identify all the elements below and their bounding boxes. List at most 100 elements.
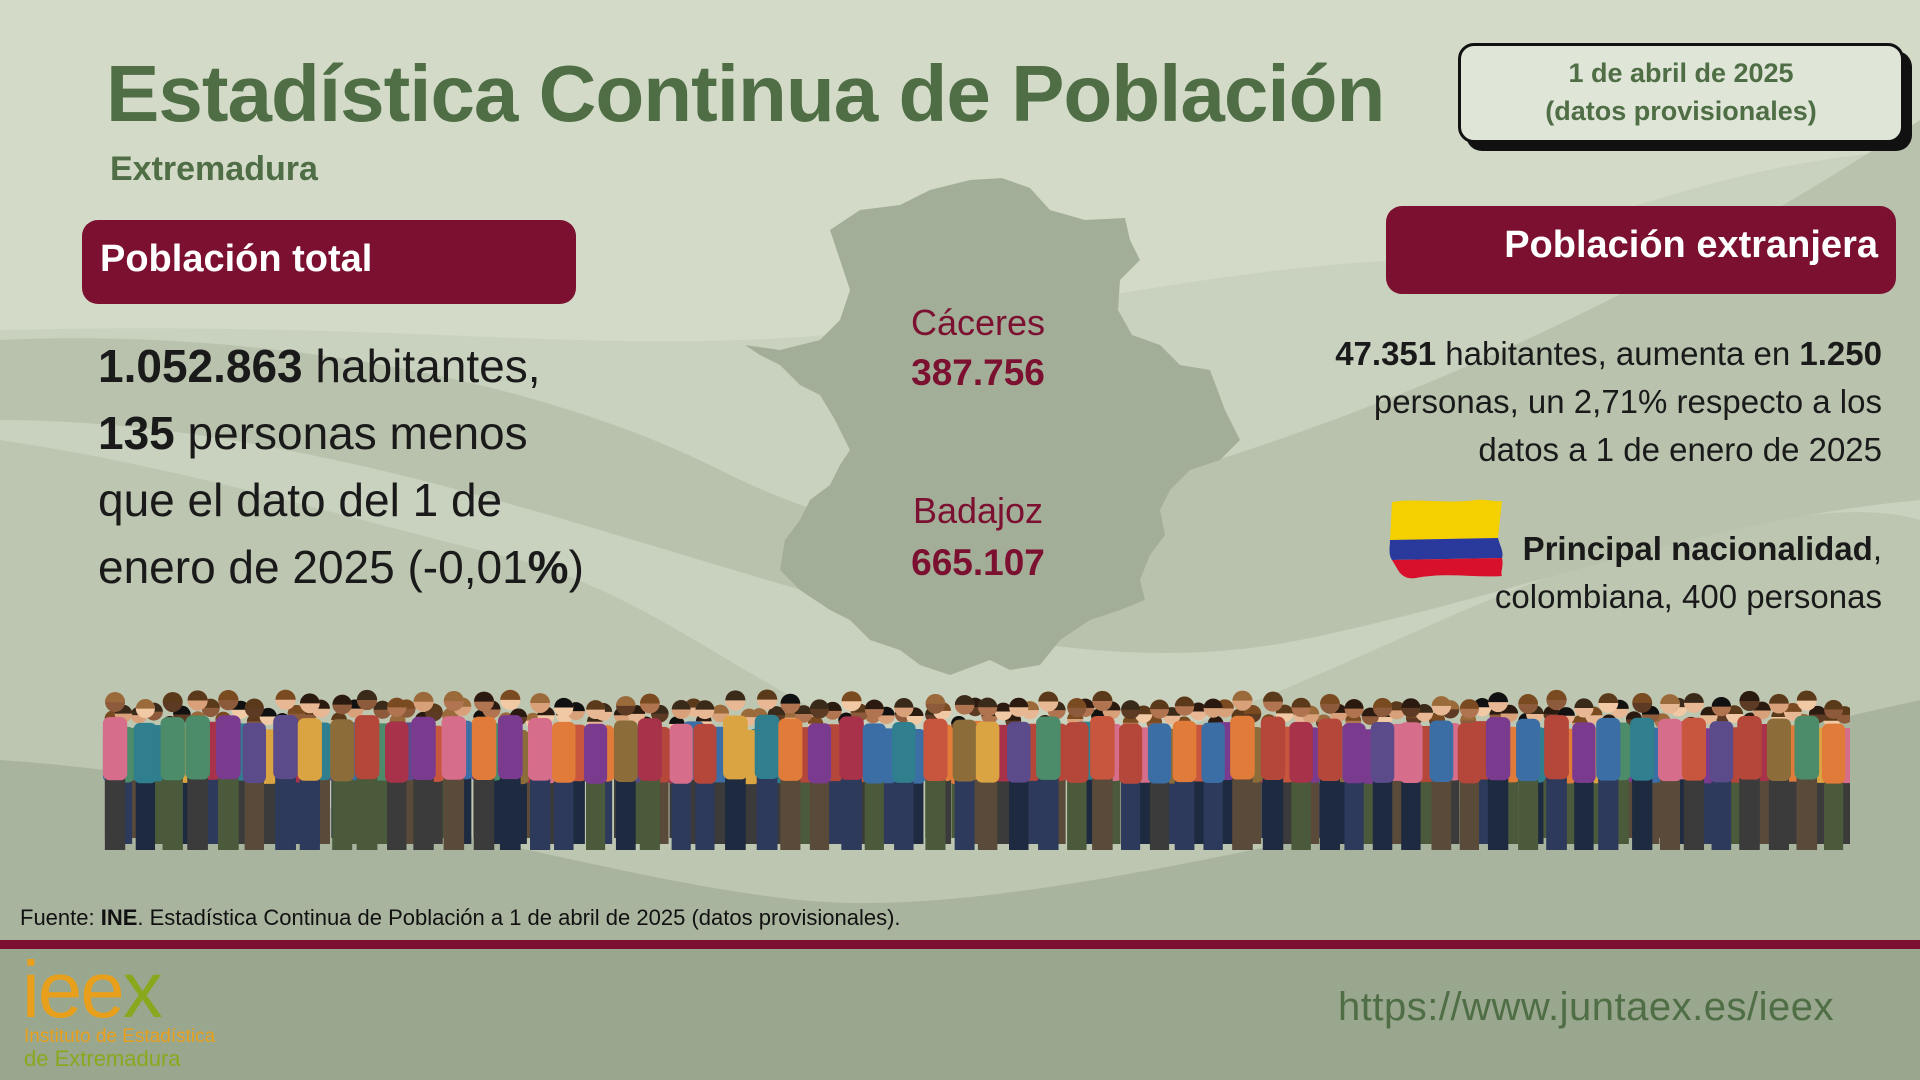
total-change-text: personas menos	[174, 407, 528, 459]
caceres-label: Cáceres	[910, 302, 1046, 343]
extremadura-map	[745, 178, 1240, 675]
footer-divider	[0, 940, 1920, 949]
crowd-person	[1596, 693, 1621, 850]
crowd-person	[273, 689, 298, 850]
source-rest: . Estadística Continua de Población a 1 …	[137, 905, 901, 930]
nationality-label: Principal nacionalidad	[1522, 530, 1873, 567]
source-note: Fuente: INE. Estadística Continua de Pob…	[20, 905, 901, 931]
crowd-person	[1147, 699, 1172, 850]
crowd-person	[892, 698, 916, 850]
crowd-person	[1681, 692, 1707, 850]
crowd-illustration	[102, 689, 1850, 850]
total-population-text: 1.052.863 habitantes, 135 personas menos…	[98, 333, 618, 601]
total-line-2: 135 personas menos	[98, 400, 618, 467]
crowd-person	[1657, 694, 1683, 850]
crowd-person	[1766, 693, 1791, 850]
foreign-population-label: Población extranjera	[1386, 206, 1896, 294]
date-line: 1 de abril de 2025	[1568, 58, 1794, 88]
total-line-1: 1.052.863 habitantes,	[98, 333, 618, 400]
crowd-person	[1090, 690, 1115, 850]
crowd-person	[839, 691, 864, 850]
crowd-person	[1399, 698, 1423, 850]
source-prefix: Fuente:	[20, 905, 101, 930]
page-title: Estadística Continua de Población	[106, 49, 1385, 138]
foreign-line-3: datos a 1 de enero de 2025	[1478, 431, 1882, 468]
badajoz-label: Badajoz	[912, 490, 1044, 531]
crowd-person	[1544, 689, 1569, 850]
crowd-person	[723, 690, 748, 850]
crowd-person	[215, 690, 241, 850]
ieex-logo: ieex	[22, 950, 163, 1030]
crowd-person	[1709, 696, 1734, 850]
crowd-person	[923, 693, 948, 850]
total-value: 1.052.863	[98, 340, 303, 392]
foreign-line-1: 47.351 habitantes, aumenta en 1.250	[1276, 330, 1882, 378]
crowd-person	[1036, 691, 1061, 850]
total-line-4: enero de 2025 (-0,01%)	[98, 534, 618, 601]
badajoz-value: 665.107	[911, 542, 1045, 583]
total-change: 135	[98, 407, 175, 459]
crowd-person	[1630, 692, 1655, 850]
source-ine: INE	[100, 905, 138, 930]
crowd-person	[1007, 697, 1031, 850]
crowd-person	[1119, 700, 1143, 850]
crowd-person	[185, 690, 210, 850]
total-line-3: que el dato del 1 de	[98, 474, 503, 526]
crowd-person	[952, 695, 977, 850]
crowd-person	[1572, 698, 1596, 850]
crowd-person	[1289, 697, 1313, 850]
crowd-person	[1821, 699, 1846, 850]
crowd-person	[160, 692, 185, 850]
crowd-person	[1370, 698, 1395, 850]
crowd-person	[497, 689, 523, 850]
crowd-person	[385, 697, 409, 850]
crowd-person	[778, 693, 803, 850]
crowd-person	[807, 699, 832, 850]
website-link[interactable]: https://www.juntaex.es/ieex	[1338, 985, 1834, 1029]
date-box: 1 de abril de 2025 (datos provisionales)	[1458, 43, 1904, 143]
crowd-person	[552, 697, 576, 850]
crowd-person	[411, 691, 436, 850]
crowd-person	[1317, 693, 1343, 850]
total-line-4b: )	[568, 541, 584, 593]
logo-x: x	[122, 945, 163, 1034]
foreign-line-2: personas, un 2,71% respecto a los	[1373, 383, 1882, 420]
foreign-increase: 1.250	[1799, 335, 1882, 372]
foreign-value: 47.351	[1335, 335, 1437, 372]
crowd-person	[584, 700, 608, 850]
foreign-population-text: 47.351 habitantes, aumenta en 1.250 pers…	[1276, 330, 1882, 474]
caceres-value: 387.756	[911, 352, 1045, 393]
crowd-person	[975, 697, 1000, 850]
total-line-4a: enero de 2025 (-0,01	[98, 541, 528, 593]
crowd-person	[1201, 698, 1225, 850]
logo-ie: ie	[22, 945, 82, 1034]
foreign-text-1: habitantes, aumenta en	[1436, 335, 1800, 372]
provisional-note: (datos provisionales)	[1545, 96, 1817, 126]
nationality-comma: ,	[1872, 530, 1882, 567]
colombia-flag-icon	[1389, 499, 1503, 579]
crowd-person	[528, 693, 553, 850]
crowd-person	[1485, 692, 1511, 850]
region-subtitle: Extremadura	[110, 150, 318, 188]
crowd-person	[1516, 694, 1541, 850]
crowd-person	[133, 699, 158, 850]
crowd-person	[1794, 690, 1820, 850]
crowd-person	[669, 700, 693, 850]
crowd-person	[1429, 696, 1454, 850]
crowd-person	[441, 691, 467, 850]
crowd-person	[754, 689, 780, 850]
crowd-person	[102, 692, 128, 850]
logo-e: e	[80, 945, 124, 1034]
crowd-person	[242, 698, 266, 850]
nationality-value: colombiana, 400 personas	[1494, 578, 1882, 615]
crowd-person	[354, 689, 380, 850]
crowd-person	[330, 694, 355, 850]
crowd-person	[297, 693, 322, 850]
crowd-person	[1342, 699, 1366, 850]
crowd-person	[1457, 699, 1482, 850]
crowd-person	[1737, 690, 1762, 850]
crowd-person	[1065, 698, 1089, 850]
crowd-person	[1172, 696, 1197, 850]
footer-bar	[0, 949, 1920, 1080]
crowd-person	[693, 700, 717, 850]
